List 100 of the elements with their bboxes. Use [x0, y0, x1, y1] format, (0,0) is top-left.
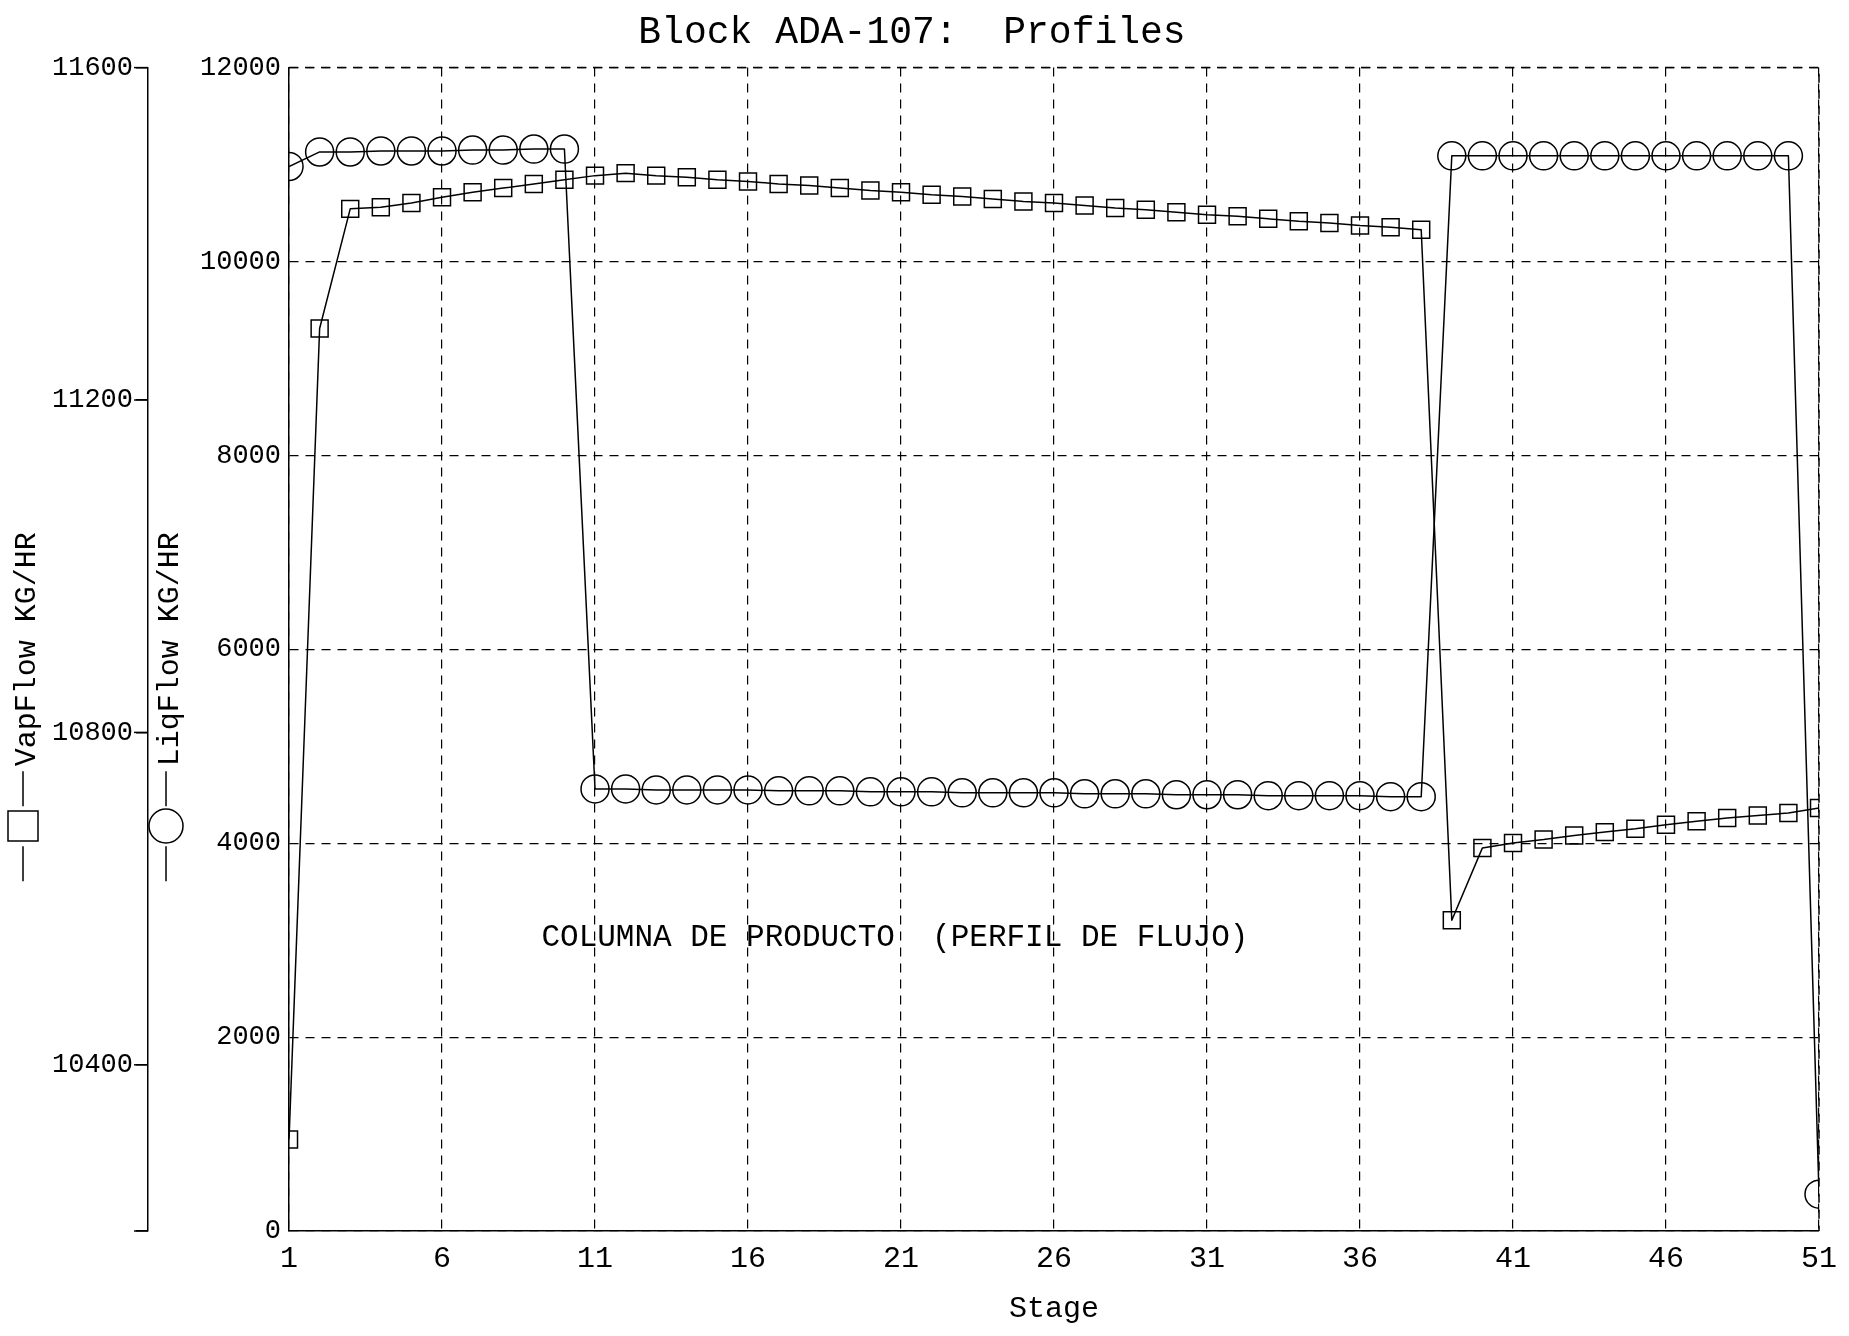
point	[1743, 141, 1773, 171]
point	[1564, 826, 1584, 845]
point	[1626, 819, 1645, 839]
y2-tick-label: 11200	[52, 385, 134, 416]
point	[585, 166, 605, 185]
point	[641, 775, 671, 805]
y-tick-label: 10000	[200, 246, 282, 277]
point	[1681, 141, 1712, 171]
point	[886, 777, 916, 807]
chart-title: Block ADA-107: Profiles	[638, 10, 1186, 54]
x-tick-label: 26	[1036, 1241, 1073, 1276]
point	[616, 163, 635, 183]
point	[1253, 780, 1283, 811]
point	[432, 188, 452, 207]
point	[1467, 141, 1498, 171]
point	[1014, 192, 1033, 211]
point	[1620, 141, 1651, 171]
point	[1284, 780, 1314, 811]
y-tick-label: 8000	[216, 440, 282, 471]
point	[1320, 213, 1339, 233]
point	[1222, 779, 1253, 810]
point	[916, 777, 947, 807]
point	[427, 136, 457, 166]
x-tick-label: 16	[730, 1241, 767, 1276]
point	[1350, 216, 1370, 235]
x-tick-label: 51	[1800, 1241, 1838, 1276]
point	[1228, 207, 1247, 226]
x-tick-label: 11	[577, 1241, 614, 1276]
point	[493, 178, 513, 198]
point	[1008, 778, 1039, 808]
point	[1559, 141, 1589, 171]
point	[1406, 781, 1436, 812]
point	[1192, 779, 1222, 810]
point	[1651, 141, 1681, 171]
point	[1167, 202, 1186, 222]
point	[952, 187, 972, 206]
point	[769, 174, 788, 194]
point	[1039, 778, 1069, 808]
point	[1528, 141, 1559, 171]
point	[1411, 220, 1431, 239]
y2-tick-label: 10400	[52, 1049, 134, 1080]
point	[457, 135, 488, 165]
point	[708, 170, 727, 190]
y2-axis-title: VapFlow KG/HR	[9, 532, 44, 767]
x-tick-label: 31	[1189, 1241, 1226, 1276]
point	[366, 136, 396, 166]
point	[1075, 196, 1094, 215]
point	[1442, 910, 1462, 930]
y-axis-title: LiqFlow KG/HR	[152, 532, 187, 767]
point	[861, 181, 880, 200]
point	[891, 183, 911, 202]
point	[555, 170, 574, 190]
point	[672, 775, 702, 805]
point	[1748, 806, 1768, 825]
point	[1131, 779, 1161, 809]
point	[702, 775, 733, 805]
point	[1136, 200, 1156, 219]
point	[646, 166, 666, 185]
point	[524, 174, 544, 194]
point	[519, 134, 549, 164]
point	[1258, 209, 1278, 229]
point	[855, 777, 886, 807]
point	[488, 135, 518, 165]
point	[335, 137, 365, 167]
point	[1381, 217, 1400, 237]
x-axis-title: Stage	[1009, 1291, 1100, 1326]
point	[1503, 833, 1523, 853]
point	[1595, 822, 1615, 842]
point	[1687, 812, 1706, 831]
point	[340, 199, 360, 219]
x-tick-label: 46	[1647, 1241, 1685, 1276]
point	[396, 136, 427, 166]
point	[1712, 141, 1742, 171]
point	[763, 776, 794, 806]
point	[1161, 779, 1192, 810]
point	[947, 778, 977, 808]
point	[1779, 803, 1798, 823]
point	[1345, 780, 1375, 811]
point	[1473, 838, 1492, 858]
point	[1437, 141, 1467, 171]
x-tick-label: 21	[883, 1241, 920, 1276]
point	[1314, 780, 1345, 811]
y-tick-label: 4000	[216, 828, 282, 859]
point	[1100, 779, 1130, 809]
point	[922, 185, 941, 204]
y2-tick-label: 10800	[52, 717, 134, 748]
point	[825, 776, 855, 806]
point	[799, 176, 819, 195]
point	[310, 319, 329, 338]
point	[371, 197, 391, 217]
point	[1534, 830, 1553, 849]
y-tick-label: 6000	[216, 634, 282, 665]
x-tick-label: 1	[280, 1241, 299, 1276]
point	[978, 778, 1008, 808]
x-tick-label: 41	[1495, 1241, 1532, 1276]
point	[549, 134, 580, 164]
point	[738, 172, 758, 191]
point	[1289, 212, 1309, 231]
point	[1717, 808, 1737, 828]
y-tick-label: 2000	[216, 1022, 282, 1053]
